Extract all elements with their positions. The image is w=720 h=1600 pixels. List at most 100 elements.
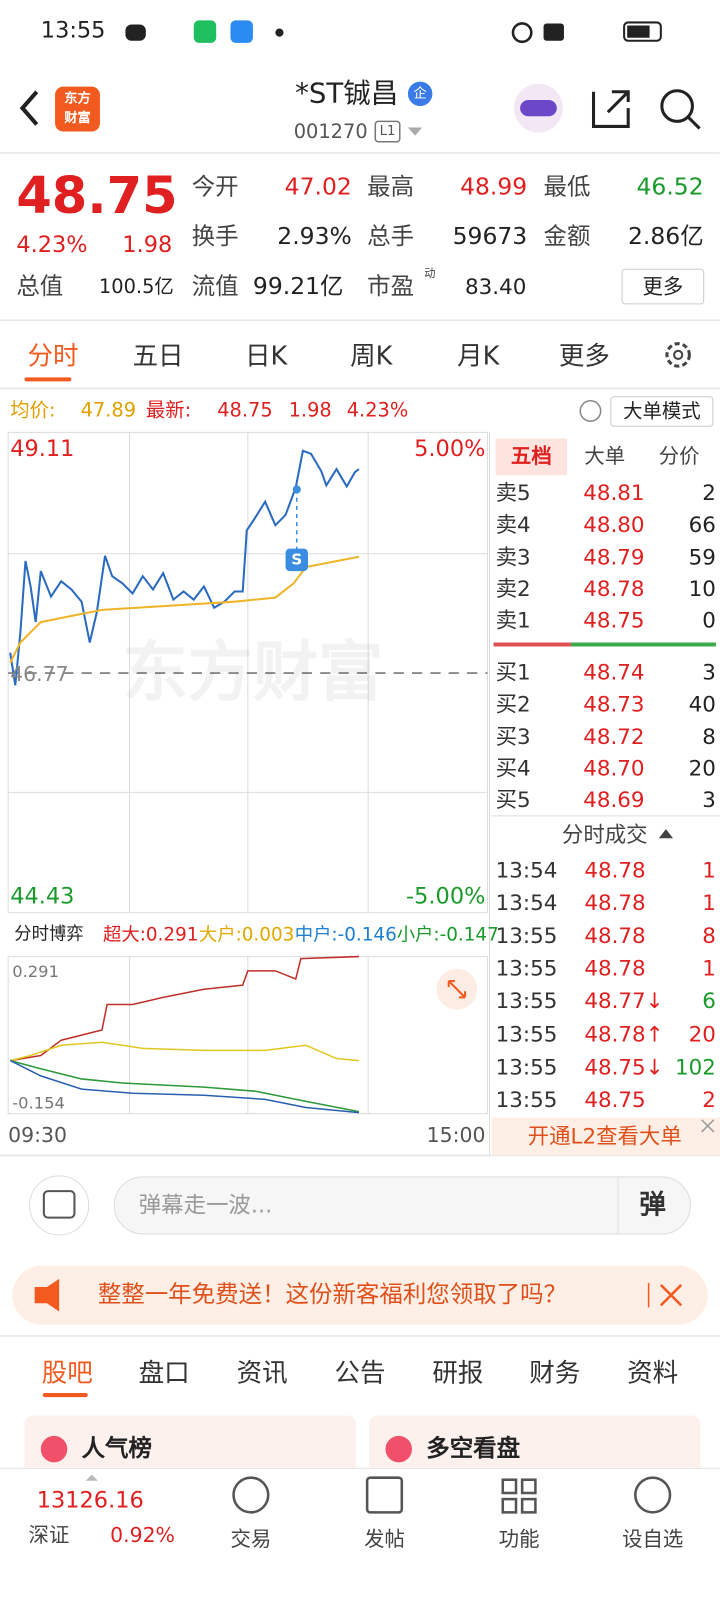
change: 1.98: [122, 232, 173, 259]
avg-value: 47.89: [80, 399, 137, 422]
flow-max: 0.291: [12, 961, 59, 982]
back-icon[interactable]: [19, 90, 39, 126]
subtab[interactable]: 资讯: [236, 1357, 288, 1388]
badge: [407, 81, 433, 107]
nav-icons[interactable]: [232, 1476, 672, 1514]
book-tab[interactable]: 五档: [510, 443, 552, 469]
tab[interactable]: 更多: [558, 341, 610, 371]
close-l2[interactable]: [701, 1119, 715, 1133]
banner[interactable]: [12, 1265, 708, 1325]
settings-icon[interactable]: [665, 342, 691, 368]
nav-item[interactable]: 发帖: [364, 1526, 405, 1552]
trade-price: 48.78: [584, 890, 646, 916]
mode-button[interactable]: [610, 396, 714, 427]
field-label: 总手: [367, 223, 415, 251]
index-pct: 0.92%: [110, 1522, 175, 1548]
stock-code: 001270: [293, 120, 368, 144]
share-icon[interactable]: [591, 90, 630, 128]
trade-volume: 6: [702, 989, 716, 1014]
book-label: 买4: [495, 756, 531, 781]
marker-box[interactable]: [285, 548, 308, 572]
index-name: 深证: [28, 1522, 70, 1548]
nav-item[interactable]: 设自选: [622, 1526, 684, 1552]
card-title[interactable]: 多空看盘: [426, 1435, 521, 1462]
chart-base: 46.77: [10, 661, 69, 687]
comment-placeholder[interactable]: 弹幕走一波...: [138, 1193, 273, 1219]
trade-price: 48.75: [584, 1087, 646, 1112]
book-volume: 59: [688, 544, 716, 570]
trade-time: 13:55: [495, 923, 558, 949]
trade-price: 48.78: [584, 858, 646, 883]
trade-price: 48.78: [584, 956, 646, 981]
tab-underline: [24, 377, 72, 382]
index-value: 13126.16: [36, 1487, 144, 1514]
book-price: 48.74: [583, 660, 645, 685]
time-end: 15:00: [426, 1122, 486, 1148]
card-title[interactable]: 人气榜: [81, 1435, 152, 1462]
book-label: 买2: [495, 692, 531, 717]
help-icon[interactable]: [579, 400, 602, 422]
subtab[interactable]: 研报: [432, 1357, 484, 1388]
level: L1: [379, 123, 396, 140]
comment-input[interactable]: [113, 1176, 691, 1235]
trade-price: 48.78: [584, 923, 646, 949]
card[interactable]: [24, 1415, 356, 1477]
banner-text[interactable]: 整整一年免费送！这份新客福利您领取了吗？: [97, 1281, 568, 1308]
subtab[interactable]: 股吧: [41, 1357, 93, 1388]
trade-time: 13:55: [495, 989, 558, 1014]
trade-volume: 1: [702, 890, 716, 916]
card[interactable]: [369, 1415, 701, 1477]
book-price: 48.79: [583, 544, 645, 570]
tab[interactable]: 周K: [350, 341, 393, 371]
note-button[interactable]: [29, 1175, 90, 1236]
trade-volume: 1: [702, 956, 716, 981]
l2-link[interactable]: 开通L2查看大单: [527, 1124, 682, 1149]
field-label: 换手: [191, 223, 239, 251]
more-button[interactable]: [621, 268, 705, 305]
book-volume: 0: [702, 608, 716, 633]
field-value: 2.93%: [277, 223, 352, 251]
megaphone: [34, 1278, 60, 1312]
sort-icon: [658, 829, 674, 839]
flow-selector[interactable]: 分时博弈: [14, 924, 84, 945]
nav-item[interactable]: 功能: [498, 1526, 540, 1552]
field-value: 99.21亿: [252, 273, 344, 301]
search-icon[interactable]: [660, 89, 694, 123]
caret: [407, 127, 423, 136]
price-line: [9, 449, 360, 686]
book-volume: 40: [688, 692, 716, 717]
subtab[interactable]: 盘口: [138, 1357, 190, 1388]
trade-time: 13:54: [495, 858, 558, 883]
book-label: 卖4: [495, 512, 531, 538]
subtab[interactable]: 资料: [627, 1357, 679, 1388]
chart-low: 44.43: [10, 884, 75, 910]
tab[interactable]: 日K: [245, 341, 288, 371]
field-value: 47.02: [284, 173, 352, 201]
book-tab[interactable]: 分价: [658, 443, 700, 469]
field-label: 市盈: [367, 273, 415, 301]
subtab[interactable]: 公告: [334, 1357, 386, 1388]
time-start: 09:30: [8, 1122, 67, 1148]
marker[interactable]: S: [291, 550, 303, 569]
more-button[interactable]: 更多: [642, 274, 684, 299]
trade-time: 13:55: [495, 956, 558, 981]
trade-price: 48.78↑: [584, 1021, 664, 1047]
l2-bar[interactable]: [491, 1117, 720, 1156]
book-label: 买5: [495, 787, 531, 813]
field-label: 总值: [16, 273, 64, 301]
chart-high: 49.11: [10, 436, 75, 462]
danmu-button[interactable]: 弹: [639, 1190, 666, 1221]
subtab[interactable]: 财务: [529, 1357, 581, 1388]
close-banner[interactable]: [659, 1284, 683, 1307]
avg-label: 均价:: [10, 399, 56, 422]
tab[interactable]: 月K: [457, 341, 500, 371]
book-tab[interactable]: 大单: [584, 443, 626, 469]
tab[interactable]: 分时: [27, 341, 79, 371]
tab[interactable]: 五日: [132, 341, 184, 371]
book-tab-active[interactable]: [495, 438, 568, 476]
field-label: 最高: [367, 173, 415, 201]
mode-button[interactable]: 大单模式: [623, 400, 701, 423]
field-value: 59673: [452, 223, 528, 251]
book-price: 48.80: [583, 512, 645, 538]
nav-item[interactable]: 交易: [230, 1526, 272, 1552]
